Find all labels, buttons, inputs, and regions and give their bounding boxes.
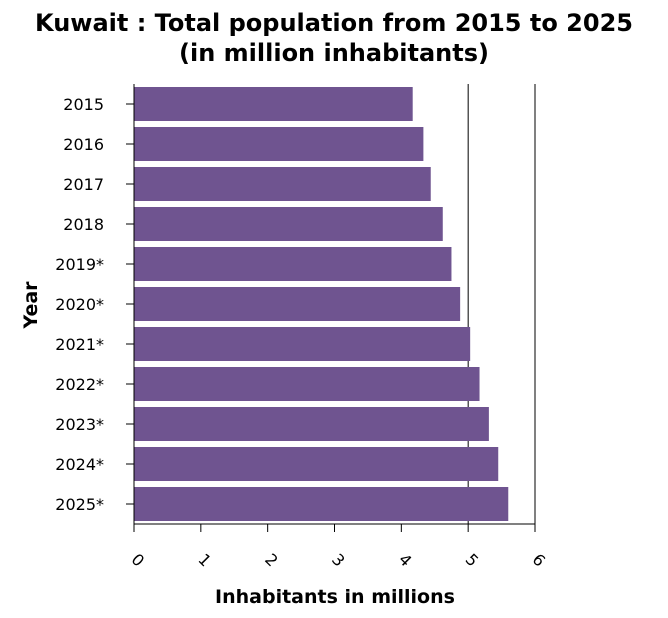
x-tick-label: 6 [529,550,550,571]
bar-2015 [134,87,413,121]
x-tick-label: 2 [261,550,282,571]
bar-2019 [134,247,452,281]
y-tick-label: 2025* [55,495,104,514]
x-tick-label: 1 [194,550,215,571]
y-tick-label: 2019* [55,255,104,274]
bar-2024 [134,447,499,481]
bar-2023 [134,407,489,441]
y-tick-label: 2022* [55,375,104,394]
x-tick-label: 4 [395,550,416,571]
x-tick-label: 3 [328,550,349,571]
y-tick-label: 2020* [55,295,104,314]
y-tick-label: 2024* [55,455,104,474]
bar-2022 [134,367,480,401]
bar-2016 [134,127,424,161]
y-tick-label: 2015 [63,95,104,114]
y-tick-label: 2021* [55,335,104,354]
y-tick-label: 2016 [63,135,104,154]
x-tick-label: 0 [128,550,149,571]
bar-2025 [134,487,509,521]
chart-title-line-2: (in million inhabitants) [179,39,489,67]
bars [134,87,509,521]
y-tick-label: 2023* [55,415,104,434]
bar-2020 [134,287,461,321]
y-tick-label: 2017 [63,175,104,194]
y-axis-ticks: 2015 2016 2017 2018 2019* 2020* 2021* 2022* 2023… [55,95,134,514]
x-axis-ticks: 0 1 2 3 4 5 6 [128,524,550,571]
bar-2018 [134,207,443,241]
y-axis-label: Year [20,281,42,330]
y-tick-label: 2018 [63,215,104,234]
bar-2017 [134,167,431,201]
bar-2021 [134,327,471,361]
chart-title-line-1: Kuwait : Total population from 2015 to 2… [35,9,633,37]
x-tick-label: 5 [462,550,483,571]
x-axis-label: Inhabitants in millions [215,586,455,608]
